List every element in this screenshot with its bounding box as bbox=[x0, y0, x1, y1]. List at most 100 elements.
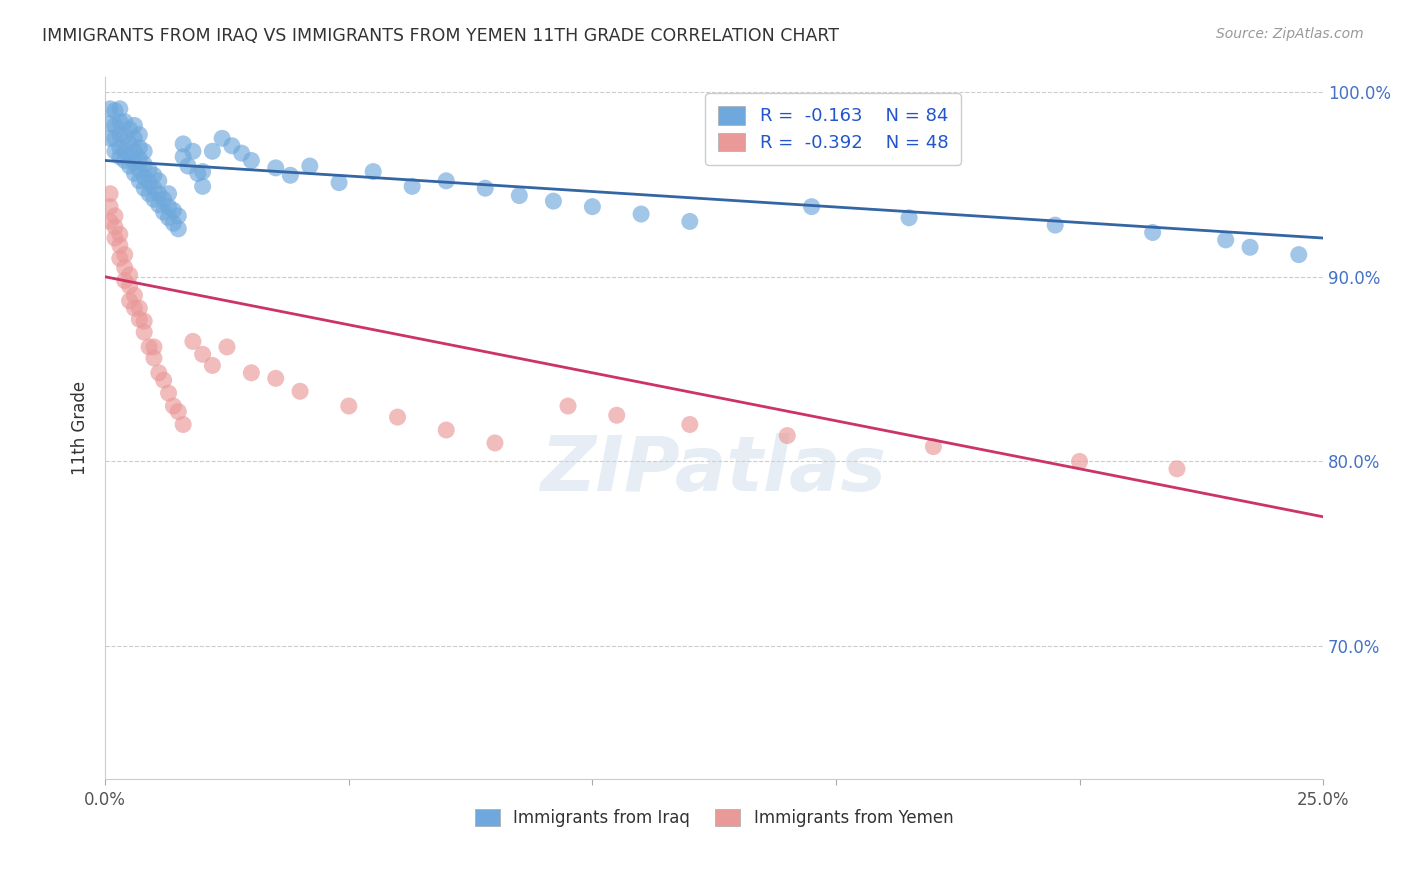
Point bbox=[172, 136, 194, 151]
Point bbox=[221, 138, 243, 153]
Point bbox=[114, 247, 136, 261]
Point bbox=[104, 219, 127, 234]
Point bbox=[167, 404, 190, 418]
Point bbox=[108, 150, 131, 164]
Point bbox=[142, 181, 165, 195]
Point bbox=[128, 312, 150, 326]
Point bbox=[898, 211, 921, 225]
Point bbox=[104, 131, 127, 145]
Point bbox=[118, 136, 141, 151]
Point bbox=[630, 207, 652, 221]
Point bbox=[104, 231, 127, 245]
Point bbox=[401, 179, 423, 194]
Point bbox=[108, 238, 131, 252]
Point bbox=[543, 194, 565, 208]
Point bbox=[124, 166, 146, 180]
Point bbox=[128, 152, 150, 166]
Point bbox=[98, 117, 121, 131]
Point bbox=[138, 176, 160, 190]
Point bbox=[98, 200, 121, 214]
Text: ZIPatlas: ZIPatlas bbox=[541, 434, 887, 508]
Point bbox=[1288, 247, 1310, 261]
Point bbox=[104, 145, 127, 159]
Point bbox=[108, 252, 131, 266]
Point bbox=[138, 162, 160, 177]
Point bbox=[124, 131, 146, 145]
Point bbox=[134, 170, 156, 185]
Point bbox=[800, 200, 823, 214]
Point bbox=[264, 161, 287, 175]
Point bbox=[508, 188, 530, 202]
Point bbox=[124, 155, 146, 169]
Point bbox=[118, 293, 141, 308]
Point bbox=[240, 153, 263, 168]
Point bbox=[215, 340, 238, 354]
Point bbox=[191, 179, 214, 194]
Point bbox=[114, 129, 136, 144]
Point bbox=[104, 103, 127, 118]
Point bbox=[434, 423, 457, 437]
Point bbox=[157, 386, 180, 401]
Point bbox=[142, 351, 165, 365]
Point bbox=[118, 122, 141, 136]
Point bbox=[337, 399, 360, 413]
Point bbox=[474, 181, 496, 195]
Point bbox=[134, 314, 156, 328]
Point bbox=[1239, 240, 1261, 254]
Point bbox=[1043, 218, 1066, 232]
Point bbox=[167, 222, 190, 236]
Point bbox=[114, 260, 136, 275]
Point bbox=[201, 145, 224, 159]
Point bbox=[118, 159, 141, 173]
Point bbox=[108, 128, 131, 142]
Point bbox=[98, 186, 121, 201]
Point bbox=[172, 417, 194, 432]
Text: Source: ZipAtlas.com: Source: ZipAtlas.com bbox=[1216, 27, 1364, 41]
Point bbox=[157, 186, 180, 201]
Point bbox=[181, 145, 204, 159]
Point bbox=[191, 347, 214, 361]
Point bbox=[1142, 226, 1164, 240]
Point bbox=[108, 140, 131, 154]
Point bbox=[128, 174, 150, 188]
Point bbox=[1215, 233, 1237, 247]
Point bbox=[776, 428, 799, 442]
Point bbox=[162, 399, 184, 413]
Point bbox=[191, 164, 214, 178]
Point bbox=[138, 186, 160, 201]
Point bbox=[128, 162, 150, 177]
Point bbox=[148, 366, 170, 380]
Point bbox=[922, 440, 945, 454]
Point bbox=[104, 119, 127, 133]
Point bbox=[128, 301, 150, 316]
Point bbox=[128, 140, 150, 154]
Point bbox=[98, 214, 121, 228]
Point bbox=[134, 181, 156, 195]
Point bbox=[152, 373, 174, 387]
Point bbox=[108, 227, 131, 242]
Point bbox=[387, 410, 409, 425]
Point bbox=[118, 268, 141, 282]
Point bbox=[167, 209, 190, 223]
Point bbox=[142, 340, 165, 354]
Point bbox=[581, 200, 603, 214]
Point bbox=[240, 366, 263, 380]
Point bbox=[148, 174, 170, 188]
Point bbox=[148, 186, 170, 201]
Point bbox=[128, 128, 150, 142]
Point bbox=[118, 150, 141, 164]
Point bbox=[104, 209, 127, 223]
Point bbox=[328, 176, 350, 190]
Point bbox=[124, 119, 146, 133]
Point bbox=[152, 192, 174, 206]
Legend: Immigrants from Iraq, Immigrants from Yemen: Immigrants from Iraq, Immigrants from Ye… bbox=[468, 802, 960, 834]
Point bbox=[152, 205, 174, 219]
Point bbox=[124, 301, 146, 316]
Point bbox=[134, 157, 156, 171]
Point bbox=[187, 166, 209, 180]
Point bbox=[114, 114, 136, 128]
Point bbox=[1069, 454, 1091, 468]
Point bbox=[181, 334, 204, 349]
Point bbox=[172, 150, 194, 164]
Point bbox=[134, 145, 156, 159]
